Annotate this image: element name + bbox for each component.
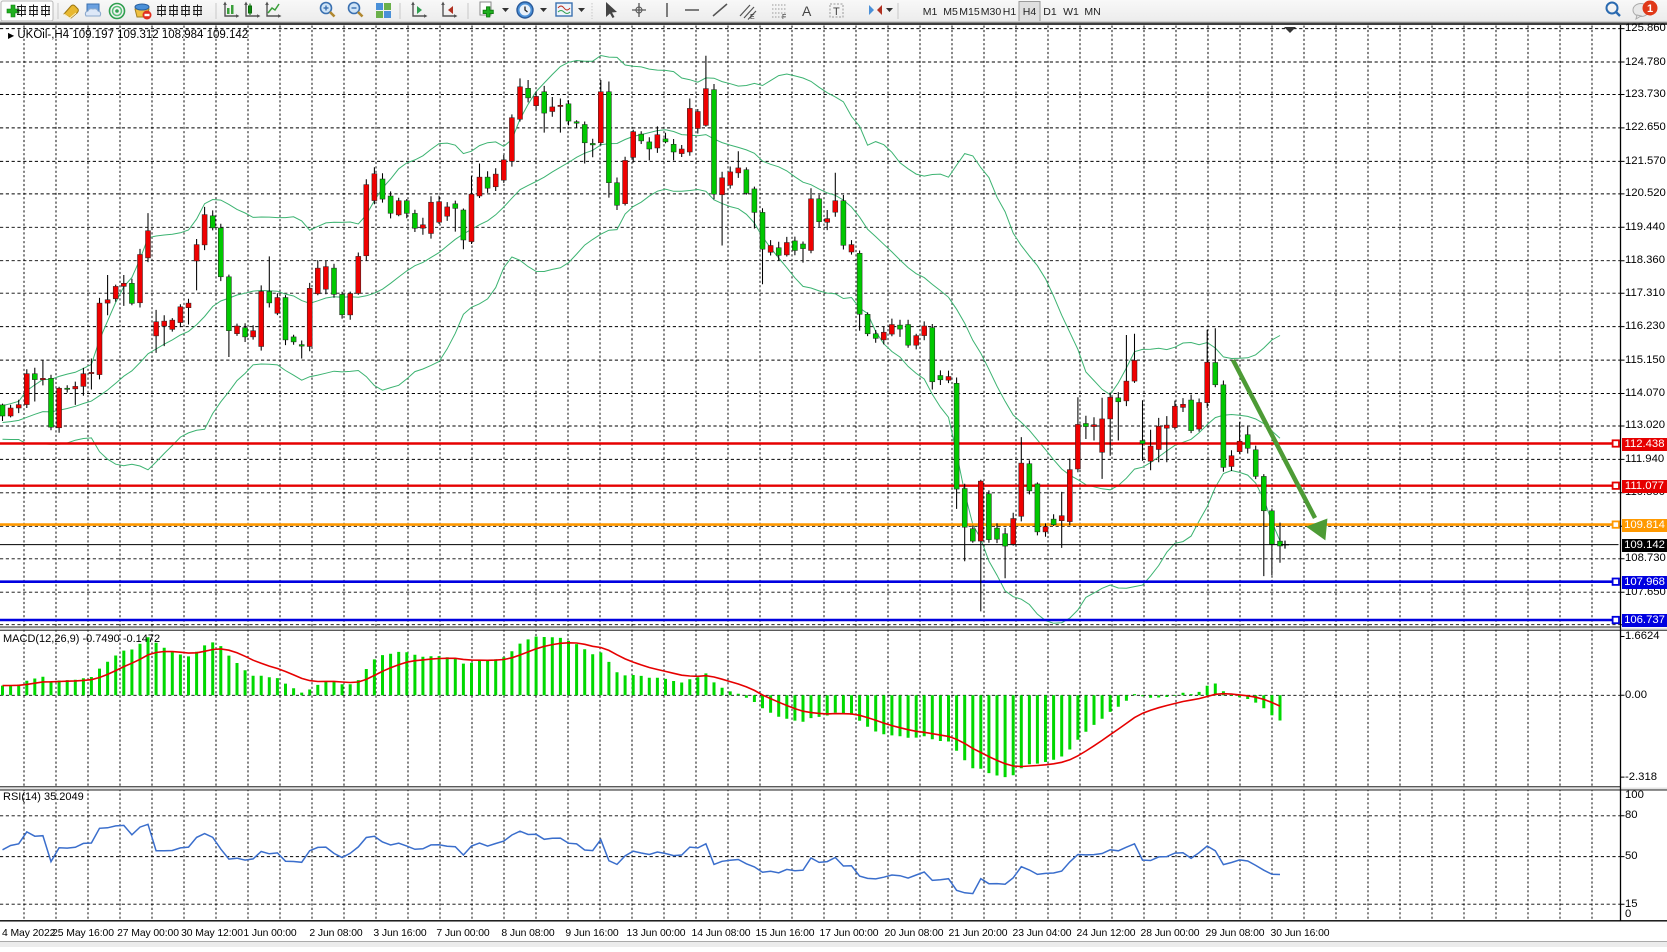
- svg-text:H4: H4: [1023, 6, 1037, 18]
- svg-text:M5: M5: [943, 6, 958, 18]
- svg-text:A: A: [802, 3, 812, 19]
- svg-text:H1: H1: [1003, 6, 1017, 18]
- svg-text:E: E: [750, 14, 755, 21]
- svg-text:T: T: [833, 6, 840, 18]
- svg-text:MN: MN: [1084, 6, 1100, 18]
- svg-text:F: F: [782, 14, 786, 21]
- svg-text:M30: M30: [981, 6, 1002, 18]
- svg-text:1: 1: [1647, 3, 1653, 15]
- svg-text:D1: D1: [1043, 6, 1057, 18]
- svg-text:M1: M1: [923, 6, 938, 18]
- svg-text:M15: M15: [959, 6, 980, 18]
- svg-text:W1: W1: [1063, 6, 1079, 18]
